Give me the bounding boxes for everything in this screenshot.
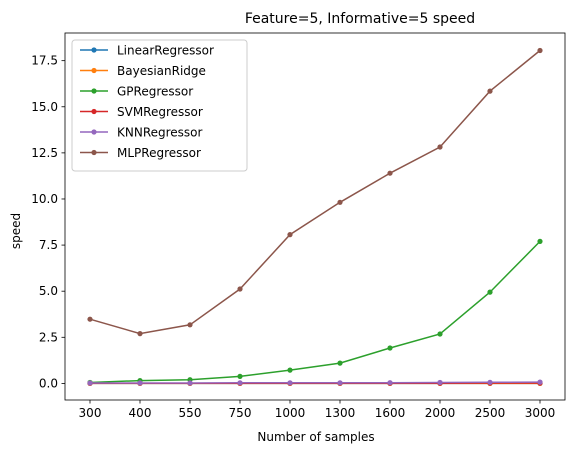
axes: 300 400 550 750 1000 1300 1600 2000 2500 3000 0.0 2… xyxy=(31,32,566,420)
data-point-5-8 xyxy=(487,88,493,94)
series-line-2 xyxy=(89,240,541,384)
plot-area xyxy=(87,47,543,386)
data-point-2-5 xyxy=(337,360,343,366)
data-point-4-0 xyxy=(87,380,93,386)
x-tick-label-4: 1000 xyxy=(275,406,306,420)
y-tick-label-0: 0.0 xyxy=(39,376,58,390)
legend-marker-0 xyxy=(91,47,97,53)
legend-marker-3 xyxy=(91,108,97,115)
data-point-2-3 xyxy=(237,373,243,379)
series-line-5 xyxy=(89,49,541,335)
legend-label-2: GPRegressor xyxy=(117,85,193,99)
data-point-5-6 xyxy=(387,170,393,176)
data-point-4-4 xyxy=(287,380,293,386)
legend-label-5: MLPRegressor xyxy=(117,146,201,160)
data-point-5-4 xyxy=(287,232,293,238)
x-tick-label-1: 400 xyxy=(129,406,152,420)
data-point-2-9 xyxy=(537,238,543,244)
y-axis-label: speed xyxy=(9,213,23,249)
x-tick-label-8: 2500 xyxy=(475,406,506,420)
y-tick-label-2: 5.0 xyxy=(39,284,58,298)
y-tick-label-3: 7.5 xyxy=(39,238,58,252)
x-tick-label-7: 2000 xyxy=(425,406,456,420)
x-axis-label: Number of samples xyxy=(257,430,374,444)
axes-frame xyxy=(64,32,566,401)
x-tick-label-0: 300 xyxy=(79,406,102,420)
x-tick-label-9: 3000 xyxy=(525,406,556,420)
y-tick-label-4: 10.0 xyxy=(31,192,58,206)
chart-title: Feature=5, Informative=5 speed xyxy=(245,11,475,27)
legend-label-1: BayesianRidge xyxy=(117,64,206,78)
data-point-2-7 xyxy=(437,331,443,337)
data-point-4-5 xyxy=(337,380,343,386)
legend-marker-4 xyxy=(91,129,97,135)
y-tick-label-5: 12.5 xyxy=(31,146,58,160)
data-point-5-5 xyxy=(337,199,343,205)
data-point-2-6 xyxy=(387,345,393,351)
y-tick-label-1: 2.5 xyxy=(39,330,58,344)
data-point-5-7 xyxy=(437,144,443,150)
legend: LinearRegressor BayesianRidge GPRegressor S… xyxy=(71,39,248,172)
y-tick-label-6: 15.0 xyxy=(31,100,58,114)
legend-label-0: LinearRegressor xyxy=(117,44,214,58)
y-tick-label-7: 17.5 xyxy=(31,54,58,68)
x-tick-label-3: 750 xyxy=(229,406,252,420)
legend-marker-5 xyxy=(91,149,97,156)
data-point-2-8 xyxy=(487,289,493,295)
legend-marker-2 xyxy=(91,88,97,94)
data-point-4-1 xyxy=(137,380,143,386)
data-point-5-2 xyxy=(187,322,193,328)
data-point-2-4 xyxy=(287,367,293,373)
data-point-4-9 xyxy=(537,379,543,385)
data-point-4-8 xyxy=(487,379,493,385)
x-tick-label-5: 1300 xyxy=(325,406,356,420)
data-point-4-3 xyxy=(237,380,243,386)
legend-marker-1 xyxy=(91,67,97,74)
legend-label-3: SVMRegressor xyxy=(117,105,203,119)
x-tick-label-2: 550 xyxy=(179,406,202,420)
series-line-4 xyxy=(90,381,541,384)
data-point-5-3 xyxy=(237,286,243,292)
data-point-5-9 xyxy=(537,47,543,54)
data-point-4-6 xyxy=(387,380,393,386)
data-point-5-1 xyxy=(137,331,143,337)
x-tick-label-6: 1600 xyxy=(375,406,406,420)
legend-label-4: KNNRegressor xyxy=(117,126,203,140)
data-point-4-2 xyxy=(187,380,193,386)
data-point-5-0 xyxy=(87,316,93,322)
data-point-4-7 xyxy=(437,379,443,386)
legend-box xyxy=(71,39,248,172)
